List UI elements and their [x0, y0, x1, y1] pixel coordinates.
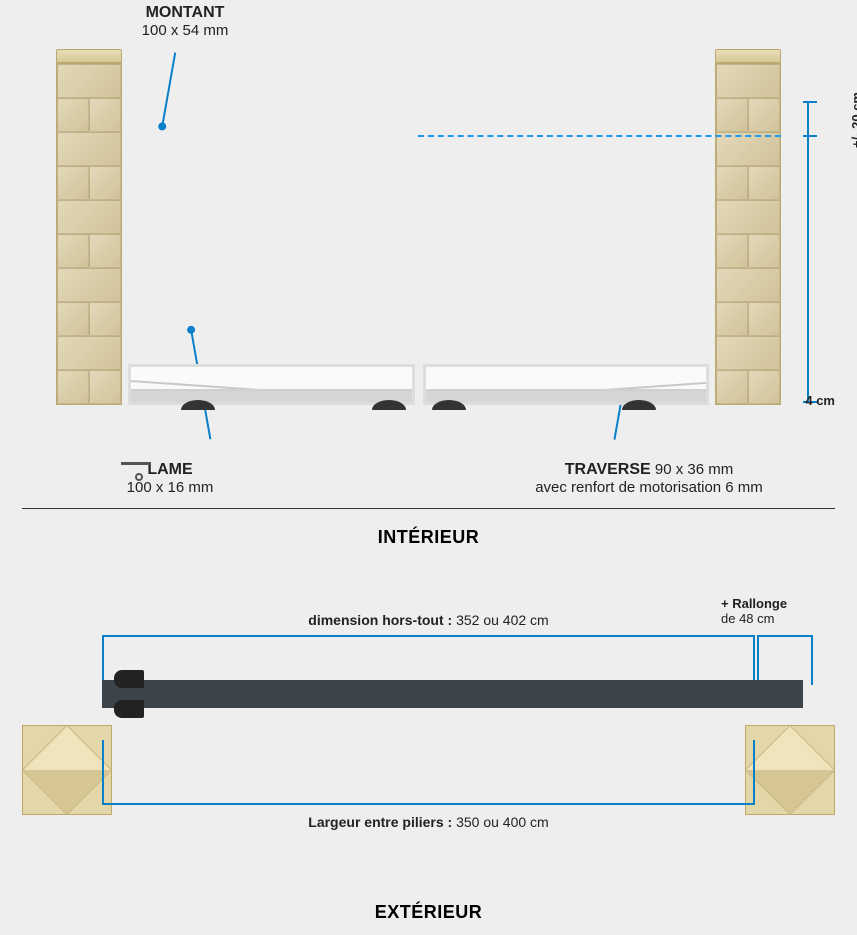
bracket-rallonge — [757, 635, 813, 685]
brick — [716, 132, 780, 166]
pillar-body — [715, 63, 781, 405]
pillar-body — [56, 63, 122, 405]
brick — [57, 64, 121, 98]
front-elevation-view: MONTANT 100 x 54 mm LAME 100 x 16 mm TRA… — [0, 0, 857, 500]
dim-line-height — [807, 101, 809, 403]
brick — [57, 98, 89, 132]
brick — [89, 370, 121, 404]
label-rallonge-prefix: + Rallonge — [721, 596, 787, 611]
pillar-cap — [56, 49, 122, 63]
gate-panel-right — [423, 364, 710, 405]
bracket-largeur — [102, 740, 755, 805]
brick — [57, 370, 89, 404]
brick — [716, 64, 780, 98]
brick — [89, 98, 121, 132]
brick — [716, 234, 748, 268]
brick — [748, 234, 780, 268]
label-montant-title: MONTANT — [146, 4, 225, 21]
interior-label: INTÉRIEUR — [0, 527, 857, 548]
brick — [57, 200, 121, 234]
pillar-top-right — [745, 725, 835, 815]
brick — [57, 166, 89, 200]
pillar-cap-pyramid-icon — [745, 725, 836, 816]
brick — [716, 370, 748, 404]
gate-technical-diagram: MONTANT 100 x 54 mm LAME 100 x 16 mm TRA… — [0, 0, 857, 923]
label-traverse-dim: 90 x 36 mm — [655, 461, 733, 478]
gate — [128, 110, 709, 405]
brick — [748, 98, 780, 132]
gate-slats — [426, 391, 707, 402]
label-largeur-prefix: Largeur entre piliers : — [308, 814, 452, 830]
brick — [716, 98, 748, 132]
label-rallonge-value: de 48 cm — [721, 611, 774, 626]
label-largeur-value: 350 ou 400 cm — [456, 814, 549, 830]
brick — [748, 370, 780, 404]
brick — [57, 234, 89, 268]
label-montant-dim: 100 x 54 mm — [110, 22, 260, 39]
brick — [57, 268, 121, 302]
gate-panel-left — [128, 364, 415, 405]
label-hors-tout-value: 352 ou 402 cm — [456, 612, 549, 628]
brick — [716, 336, 780, 370]
label-largeur: Largeur entre piliers : 350 ou 400 cm — [0, 814, 857, 830]
brick — [89, 166, 121, 200]
gate-slat — [131, 401, 412, 402]
section-divider — [22, 508, 835, 509]
pillar-left — [56, 49, 122, 405]
pillar-cap-pyramid-icon — [22, 725, 113, 816]
brick — [716, 200, 780, 234]
gate-slat — [426, 401, 707, 402]
dim-top-variance: +/- 20 cm — [849, 92, 857, 148]
brick — [748, 302, 780, 336]
pillar-right — [715, 49, 781, 405]
label-rallonge: + Rallonge de 48 cm — [721, 596, 821, 626]
label-hors-tout-prefix: dimension hors-tout : — [308, 612, 452, 628]
label-lame-dim: 100 x 16 mm — [95, 479, 245, 496]
brick — [89, 234, 121, 268]
brick — [748, 166, 780, 200]
rail-end-grip-icon — [114, 670, 144, 718]
label-traverse-note: avec renfort de motorisation 6 mm — [489, 479, 809, 496]
brick — [716, 268, 780, 302]
label-traverse-title: TRAVERSE — [565, 461, 651, 478]
dim-ground-gap: 4 cm — [805, 393, 835, 408]
brick — [716, 166, 748, 200]
gate-top-rail — [426, 367, 707, 391]
pillar-cap — [715, 49, 781, 63]
label-lame: LAME 100 x 16 mm — [95, 461, 245, 496]
label-lame-title: LAME — [147, 461, 192, 478]
brick — [57, 336, 121, 370]
gate-slats — [131, 391, 412, 402]
pillar-top-left — [22, 725, 112, 815]
brick — [89, 302, 121, 336]
exterior-label: EXTÉRIEUR — [0, 902, 857, 923]
sliding-rail — [102, 680, 803, 708]
top-reference-dashed-line — [418, 135, 781, 137]
gate-top-rail — [131, 367, 412, 391]
brick — [57, 302, 89, 336]
label-traverse: TRAVERSE 90 x 36 mm avec renfort de moto… — [489, 461, 809, 496]
top-plan-view: dimension hors-tout : 352 ou 402 cm + Ra… — [0, 560, 857, 890]
brick — [57, 132, 121, 166]
gate-handle-icon — [121, 462, 151, 481]
label-montant: MONTANT 100 x 54 mm — [110, 4, 260, 39]
brick — [716, 302, 748, 336]
